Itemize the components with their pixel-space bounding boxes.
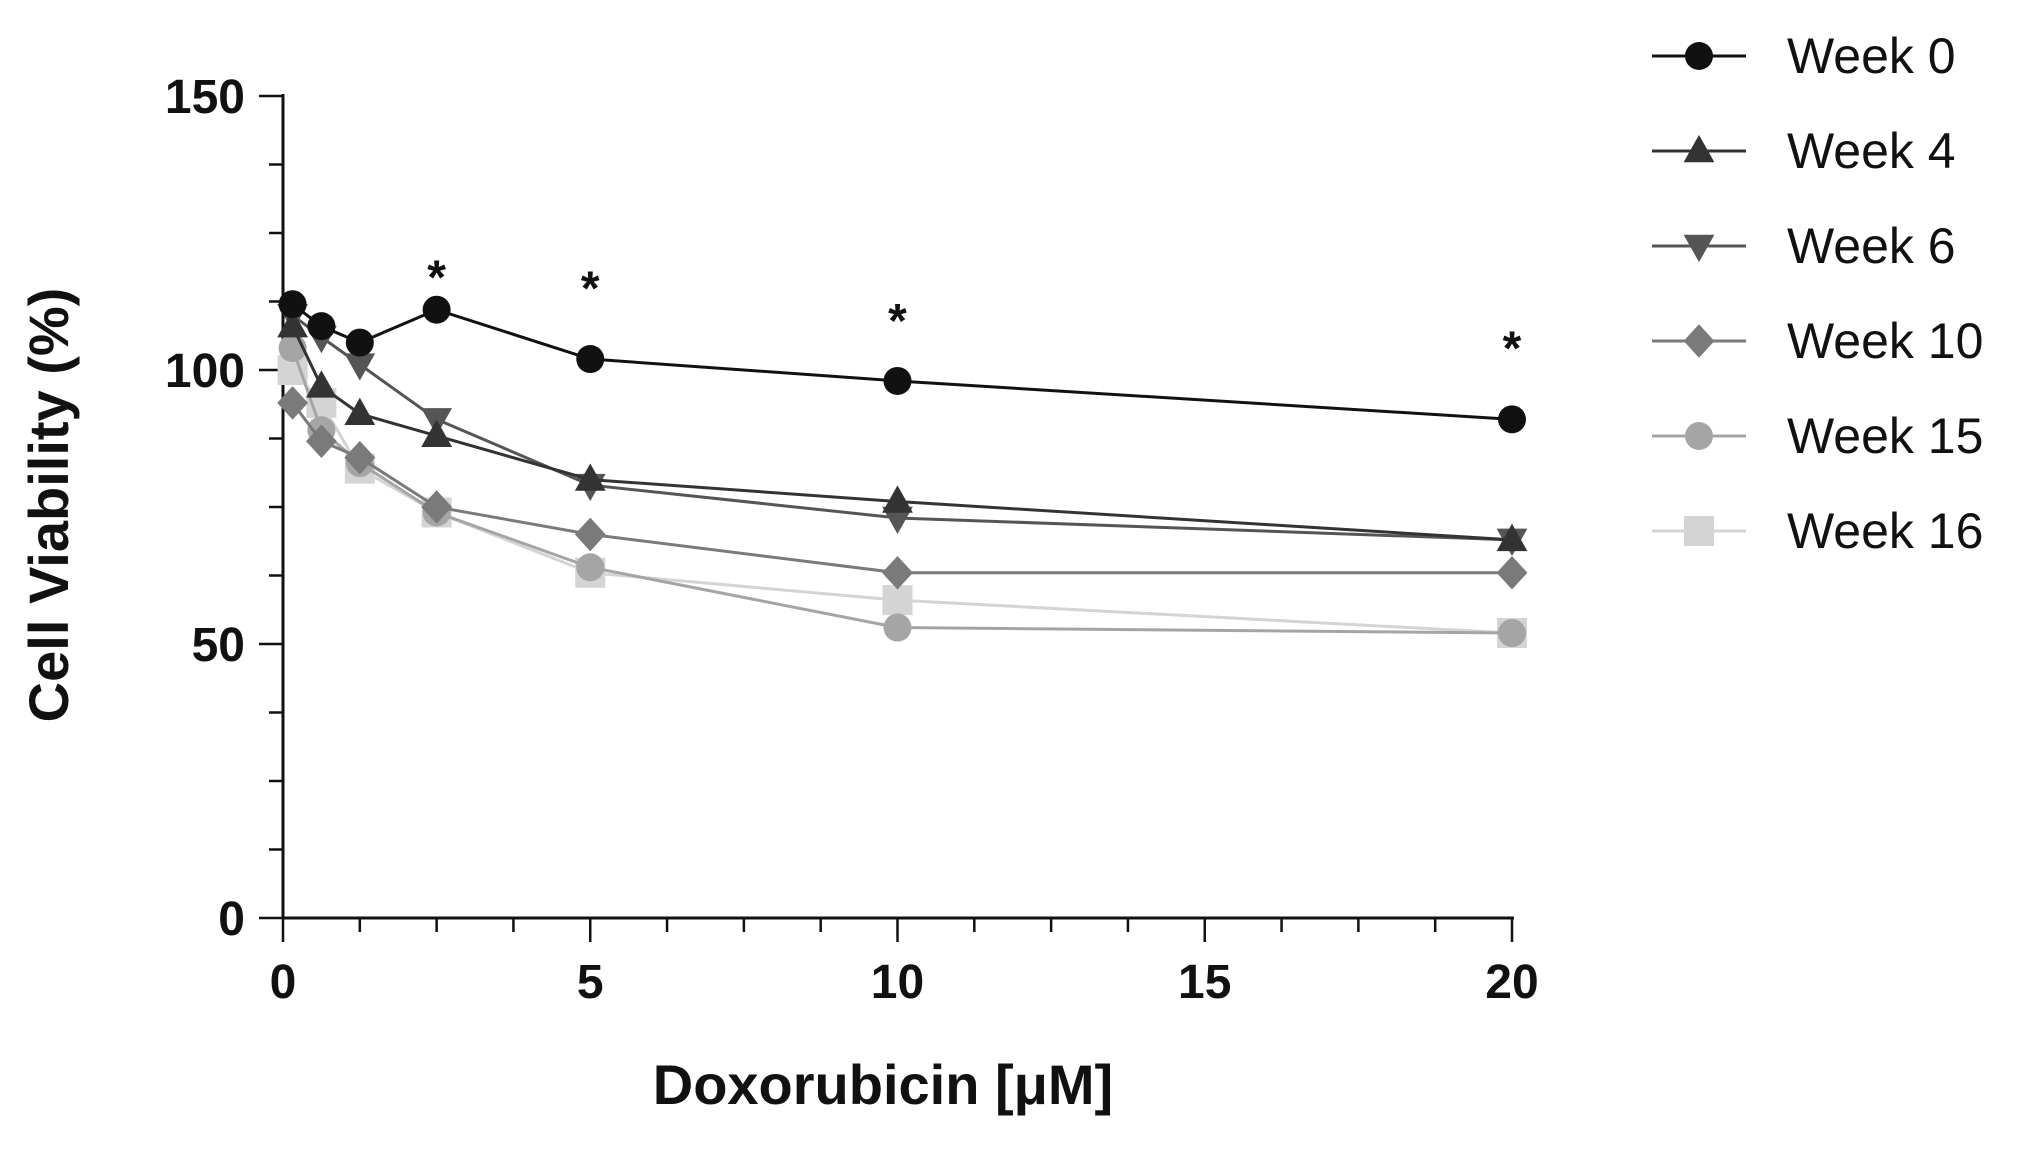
x-tick-label: 5 <box>577 956 604 1009</box>
legend-label: Week 6 <box>1787 218 1956 274</box>
legend: Week 0 Week 4 Week 6 Week 10 Week 15 Week 16 <box>1652 28 1983 559</box>
legend-label: Week 16 <box>1787 503 1983 559</box>
data-point <box>576 345 605 374</box>
data-point <box>421 490 453 524</box>
significance-mark: * <box>888 295 907 348</box>
legend-item: Week 6 <box>1652 218 1956 274</box>
significance-mark: * <box>581 262 600 315</box>
legend-marker <box>1683 324 1715 358</box>
data-point <box>277 386 308 420</box>
data-point <box>1498 619 1526 648</box>
data-point <box>882 585 913 616</box>
data-point <box>1498 405 1526 434</box>
legend-item: Week 16 <box>1652 503 1983 559</box>
data-point <box>306 370 337 398</box>
data-point <box>1496 523 1528 552</box>
legend-label: Week 10 <box>1787 313 1983 369</box>
series-week-10 <box>277 386 1528 590</box>
axes: 0 50 100 150 0 5 10 15 20 <box>165 71 1539 1009</box>
x-tick-label: 15 <box>1178 956 1231 1009</box>
significance-mark: * <box>427 251 446 304</box>
series-layer <box>277 290 1528 649</box>
data-point <box>345 328 374 357</box>
x-axis-title: Doxorubicin [μM] <box>653 1053 1113 1116</box>
y-tick-label: 100 <box>165 345 245 398</box>
data-point <box>277 310 308 338</box>
data-point <box>576 553 605 582</box>
x-tick-label: 10 <box>871 956 924 1009</box>
data-point <box>883 366 912 395</box>
y-tick-label: 50 <box>192 619 245 672</box>
data-point <box>307 312 336 341</box>
data-point <box>882 555 913 590</box>
legend-label: Week 4 <box>1787 123 1956 179</box>
legend-marker <box>1683 234 1715 263</box>
annotation-layer: * * * * <box>427 251 1521 375</box>
legend-marker <box>1683 134 1715 163</box>
x-tick-label: 0 <box>270 956 297 1009</box>
data-point <box>344 397 376 426</box>
legend-marker <box>1684 516 1714 546</box>
data-point <box>882 485 913 513</box>
legend-marker <box>1685 42 1713 70</box>
data-point <box>422 295 451 324</box>
significance-mark: * <box>1503 323 1522 376</box>
y-tick-label: 150 <box>165 71 245 124</box>
data-point <box>1496 555 1528 590</box>
data-point <box>344 440 376 475</box>
data-point <box>883 613 912 642</box>
legend-label: Week 0 <box>1787 28 1956 84</box>
data-point <box>882 506 913 535</box>
series-week-0 <box>278 290 1526 434</box>
legend-label: Week 15 <box>1787 408 1983 464</box>
y-tick-label: 0 <box>218 893 245 946</box>
legend-item: Week 10 <box>1652 313 1983 369</box>
data-point <box>306 424 337 459</box>
data-point <box>574 463 606 491</box>
legend-item: Week 4 <box>1652 123 1956 179</box>
data-point <box>344 353 376 381</box>
series-line <box>291 401 1512 575</box>
data-point <box>278 290 307 319</box>
series-week-4 <box>277 310 1528 552</box>
legend-item: Week 0 <box>1652 28 1956 84</box>
y-axis-title: Cell Viability (%) <box>17 288 80 723</box>
data-point <box>574 517 606 552</box>
legend-item: Week 15 <box>1652 408 1983 464</box>
data-point <box>421 419 453 447</box>
legend-marker <box>1685 422 1713 450</box>
x-tick-label: 20 <box>1485 956 1538 1009</box>
